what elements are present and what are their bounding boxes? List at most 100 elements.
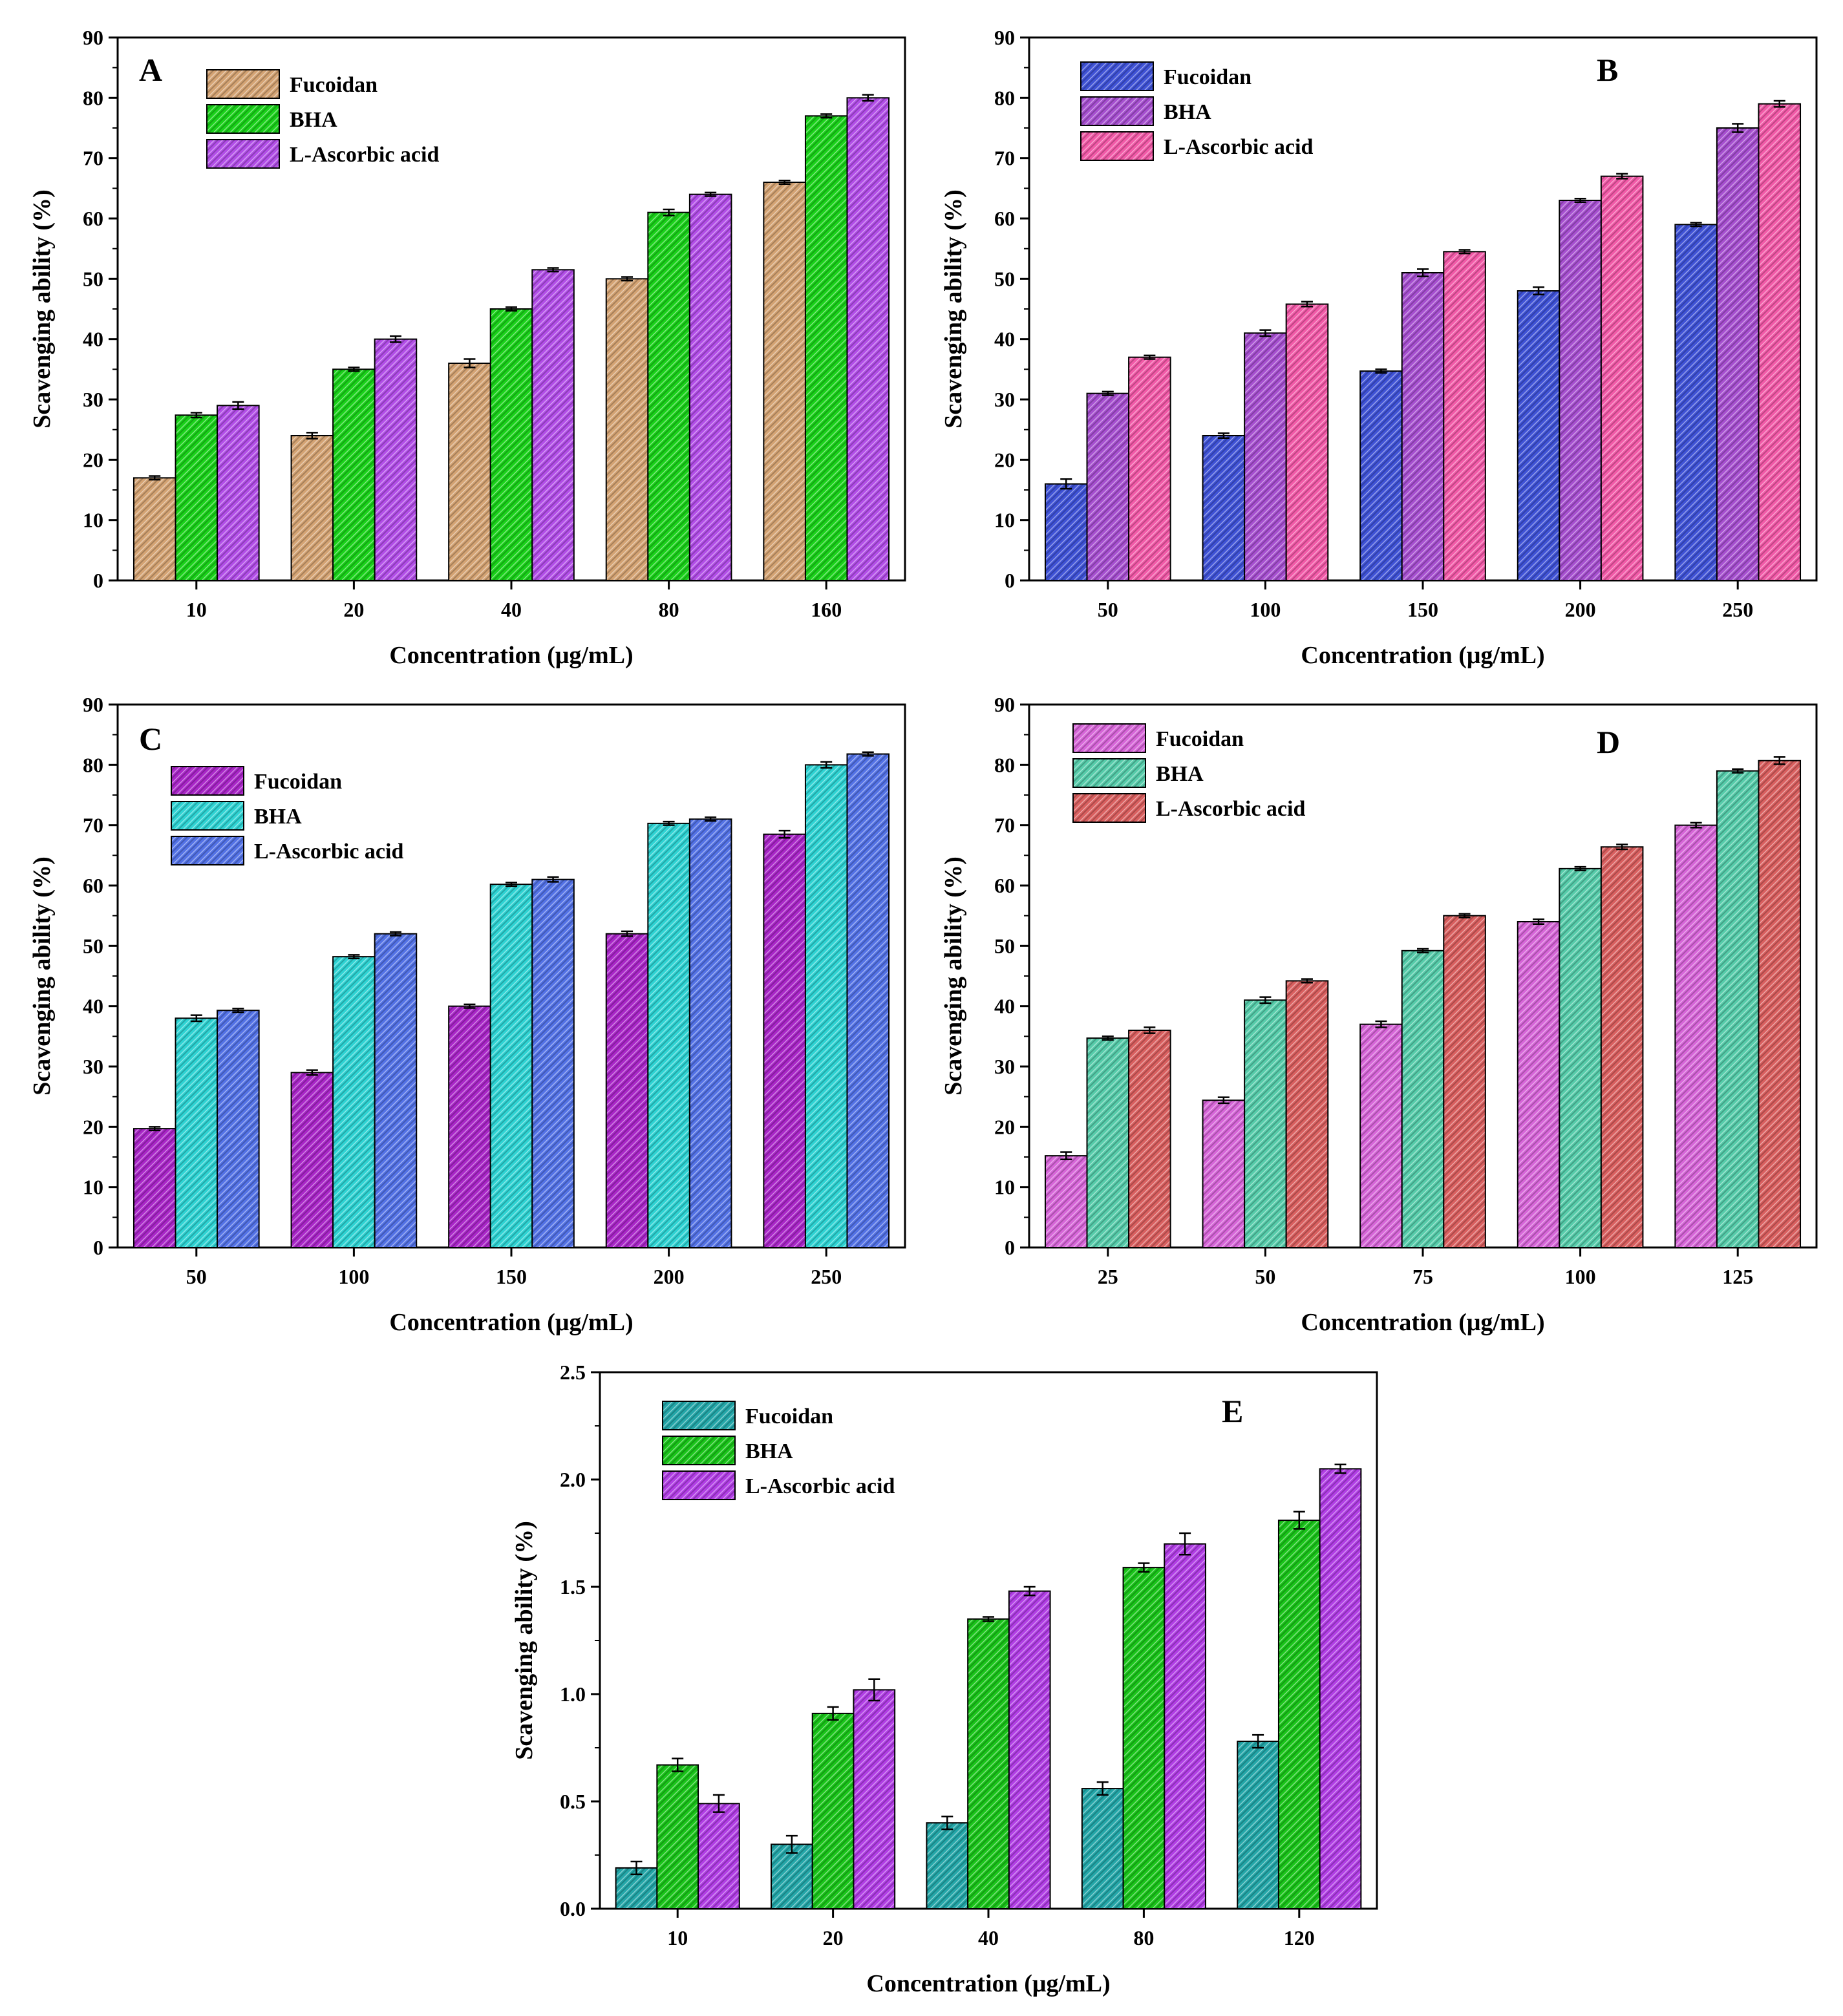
legend-swatch xyxy=(206,69,280,99)
bar-bha-10 xyxy=(175,414,218,581)
x-tick-label: 50 xyxy=(186,1265,207,1288)
bar-fucoidan-120 xyxy=(1237,1741,1279,1910)
bar-bha-40 xyxy=(967,1618,1010,1910)
panel-letter: E xyxy=(1222,1393,1243,1429)
panel-letter: A xyxy=(139,52,162,88)
y-tick-label: 40 xyxy=(83,328,103,351)
bar-l-ascorbic-acid-10 xyxy=(698,1803,740,1910)
bar-l-ascorbic-acid-25 xyxy=(1128,1030,1171,1248)
legend-swatch xyxy=(662,1436,736,1465)
y-tick-label: 50 xyxy=(83,267,103,290)
bar-bha-100 xyxy=(332,956,376,1248)
x-axis-title: Concentration (μg/mL) xyxy=(866,1970,1110,1997)
bar-l-ascorbic-acid-10 xyxy=(217,405,260,581)
legend-swatch xyxy=(171,766,244,796)
legend-label: Fucoidan xyxy=(745,1405,833,1428)
x-tick-label: 250 xyxy=(811,1265,842,1288)
legend-swatch xyxy=(1072,793,1146,823)
x-tick-label: 80 xyxy=(659,598,679,621)
chart-panel-e: 0.0 0.5 1.0 1.5 2.0 2.5 10 20 40 80 120 Concentrati… xyxy=(511,1361,1378,1997)
chart-panel-c: 0 10 20 30 40 50 60 70 80 90 50 100 150 200 250 Concent… xyxy=(28,693,906,1336)
y-tick-label: 90 xyxy=(994,26,1015,49)
legend-swatch xyxy=(171,836,244,865)
x-tick-label: 160 xyxy=(811,598,842,621)
bar-fucoidan-250 xyxy=(1674,224,1718,582)
bar-bha-50 xyxy=(1086,392,1130,582)
bar-fucoidan-50 xyxy=(1202,1099,1246,1249)
bar-l-ascorbic-acid-200 xyxy=(1600,175,1644,581)
bar-l-ascorbic-acid-125 xyxy=(1758,759,1802,1249)
bar-bha-20 xyxy=(811,1712,855,1909)
bar-l-ascorbic-acid-120 xyxy=(1319,1468,1362,1909)
bar-fucoidan-80 xyxy=(605,278,649,581)
y-tick-label: 30 xyxy=(994,388,1015,411)
y-tick-label: 80 xyxy=(83,753,103,776)
x-tick-label: 150 xyxy=(1407,598,1438,621)
y-axis-title: Scavenging ability (%) xyxy=(940,856,967,1095)
y-tick-label: 50 xyxy=(994,934,1015,957)
y-tick-label: 80 xyxy=(994,753,1015,776)
bar-fucoidan-25 xyxy=(1044,1155,1088,1248)
legend-swatch xyxy=(662,1470,736,1500)
x-tick-label: 40 xyxy=(501,598,522,621)
bar-bha-150 xyxy=(489,884,533,1248)
x-tick-label: 100 xyxy=(1250,598,1281,621)
x-tick-label: 125 xyxy=(1722,1265,1753,1288)
chart-panel-a: 0 10 20 30 40 50 60 70 80 90 10 20 40 80 160 Concentrat… xyxy=(28,26,906,669)
bar-l-ascorbic-acid-40 xyxy=(1008,1590,1051,1909)
y-axis-title: Scavenging ability (%) xyxy=(940,189,967,428)
y-tick-label: 90 xyxy=(83,693,103,716)
y-tick-label: 30 xyxy=(994,1055,1015,1078)
bar-l-ascorbic-acid-50 xyxy=(1285,980,1329,1248)
x-tick-label: 50 xyxy=(1255,1265,1275,1288)
bar-fucoidan-100 xyxy=(1517,921,1561,1248)
legend-label: BHA xyxy=(1156,762,1204,786)
bar-l-ascorbic-acid-160 xyxy=(846,97,890,582)
y-tick-label: 20 xyxy=(994,1115,1015,1138)
bar-l-ascorbic-acid-200 xyxy=(688,818,732,1249)
legend-label: BHA xyxy=(1164,100,1211,124)
y-tick-label: 40 xyxy=(994,328,1015,351)
y-tick-label: 10 xyxy=(994,1176,1015,1199)
bar-l-ascorbic-acid-100 xyxy=(1600,846,1644,1249)
bar-l-ascorbic-acid-250 xyxy=(846,753,890,1248)
bar-l-ascorbic-acid-150 xyxy=(1443,251,1486,581)
legend-label: Fucoidan xyxy=(290,73,378,97)
y-tick-label: 2.5 xyxy=(560,1361,586,1384)
chart-panel-b: 0 10 20 30 40 50 60 70 80 90 50 100 150 200 250 Concent… xyxy=(940,26,1818,669)
y-axis-title: Scavenging ability (%) xyxy=(28,189,56,428)
bar-bha-150 xyxy=(1401,272,1445,581)
legend-swatch xyxy=(1072,758,1146,788)
x-tick-label: 40 xyxy=(978,1926,999,1949)
x-tick-label: 100 xyxy=(1565,1265,1596,1288)
x-axis-title: Concentration (μg/mL) xyxy=(389,642,633,669)
legend-swatch xyxy=(1080,131,1154,161)
legend-swatch xyxy=(1080,96,1154,126)
bar-bha-75 xyxy=(1401,950,1445,1249)
bar-fucoidan-50 xyxy=(133,1128,176,1248)
y-tick-label: 40 xyxy=(994,995,1015,1018)
y-tick-label: 80 xyxy=(83,86,103,109)
bar-l-ascorbic-acid-80 xyxy=(688,193,732,581)
bar-fucoidan-200 xyxy=(1517,290,1561,581)
bar-bha-100 xyxy=(1244,332,1287,581)
bar-fucoidan-75 xyxy=(1359,1023,1403,1248)
y-tick-label: 1.5 xyxy=(560,1575,586,1598)
y-tick-label: 0 xyxy=(1005,1236,1015,1259)
x-tick-label: 200 xyxy=(654,1265,685,1288)
y-tick-label: 0 xyxy=(93,1236,103,1259)
y-tick-label: 60 xyxy=(83,874,103,897)
x-axis-title: Concentration (μg/mL) xyxy=(1301,642,1544,669)
legend-label: Fucoidan xyxy=(1164,65,1252,89)
x-tick-label: 250 xyxy=(1722,598,1753,621)
y-axis-title: Scavenging ability (%) xyxy=(511,1521,538,1759)
y-tick-label: 50 xyxy=(994,267,1015,290)
y-tick-label: 0 xyxy=(1005,569,1015,592)
y-tick-label: 50 xyxy=(83,934,103,957)
x-tick-label: 80 xyxy=(1133,1926,1154,1949)
bar-bha-50 xyxy=(1244,999,1287,1249)
x-axis-title: Concentration (μg/mL) xyxy=(389,1309,633,1336)
y-tick-label: 70 xyxy=(83,814,103,837)
y-tick-label: 90 xyxy=(83,26,103,49)
